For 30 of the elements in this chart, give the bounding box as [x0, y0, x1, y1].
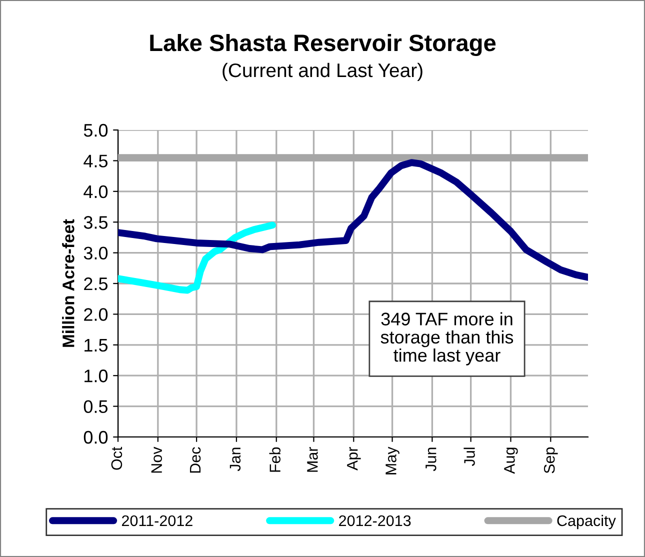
y-tick-label: 2.5 [84, 277, 108, 290]
chart-subtitle: (Current and Last Year) [222, 62, 422, 82]
x-tick-label: Sep [544, 447, 558, 474]
y-tick-label: 0.5 [84, 400, 108, 414]
x-tick-label: Oct [111, 446, 122, 470]
y-axis-title: Million Acre-feet [62, 219, 74, 347]
x-tick-label: Nov [151, 446, 162, 473]
y-tick-label: 1.0 [84, 370, 108, 382]
x-tick-label: Dec [190, 447, 201, 473]
y-tick-label: 4.0 [84, 185, 108, 198]
annotation: 349 TAF more in storage than this time last year [380, 312, 514, 366]
y-tick-label: 5.0 [84, 124, 108, 137]
x-tick-label: Apr [347, 446, 361, 470]
chart-title: Lake Shasta Reservoir Storage [150, 34, 496, 56]
y-tick-label: 0.0 [84, 430, 108, 444]
y-tick-label: 3.5 [84, 216, 108, 229]
y-tick-label: 4.5 [84, 154, 108, 168]
legend-label: 2012-2013 [339, 515, 411, 526]
legend-label: 2011-2012 [122, 515, 192, 526]
x-tick-label: Jan [230, 448, 241, 472]
y-tick-label: 2.0 [84, 308, 108, 321]
y-tick-label: 1.5 [84, 339, 108, 352]
y-tick-label: 3.0 [84, 246, 108, 260]
x-tick-label: Feb [269, 447, 280, 472]
x-tick-label: Jun [426, 448, 436, 472]
x-tick-label: Aug [504, 448, 518, 474]
legend-label: Capacity [557, 514, 616, 530]
x-tick-label: May [386, 446, 400, 474]
x-tick-label: Jul [464, 448, 475, 466]
x-tick-label: Mar [307, 446, 318, 472]
